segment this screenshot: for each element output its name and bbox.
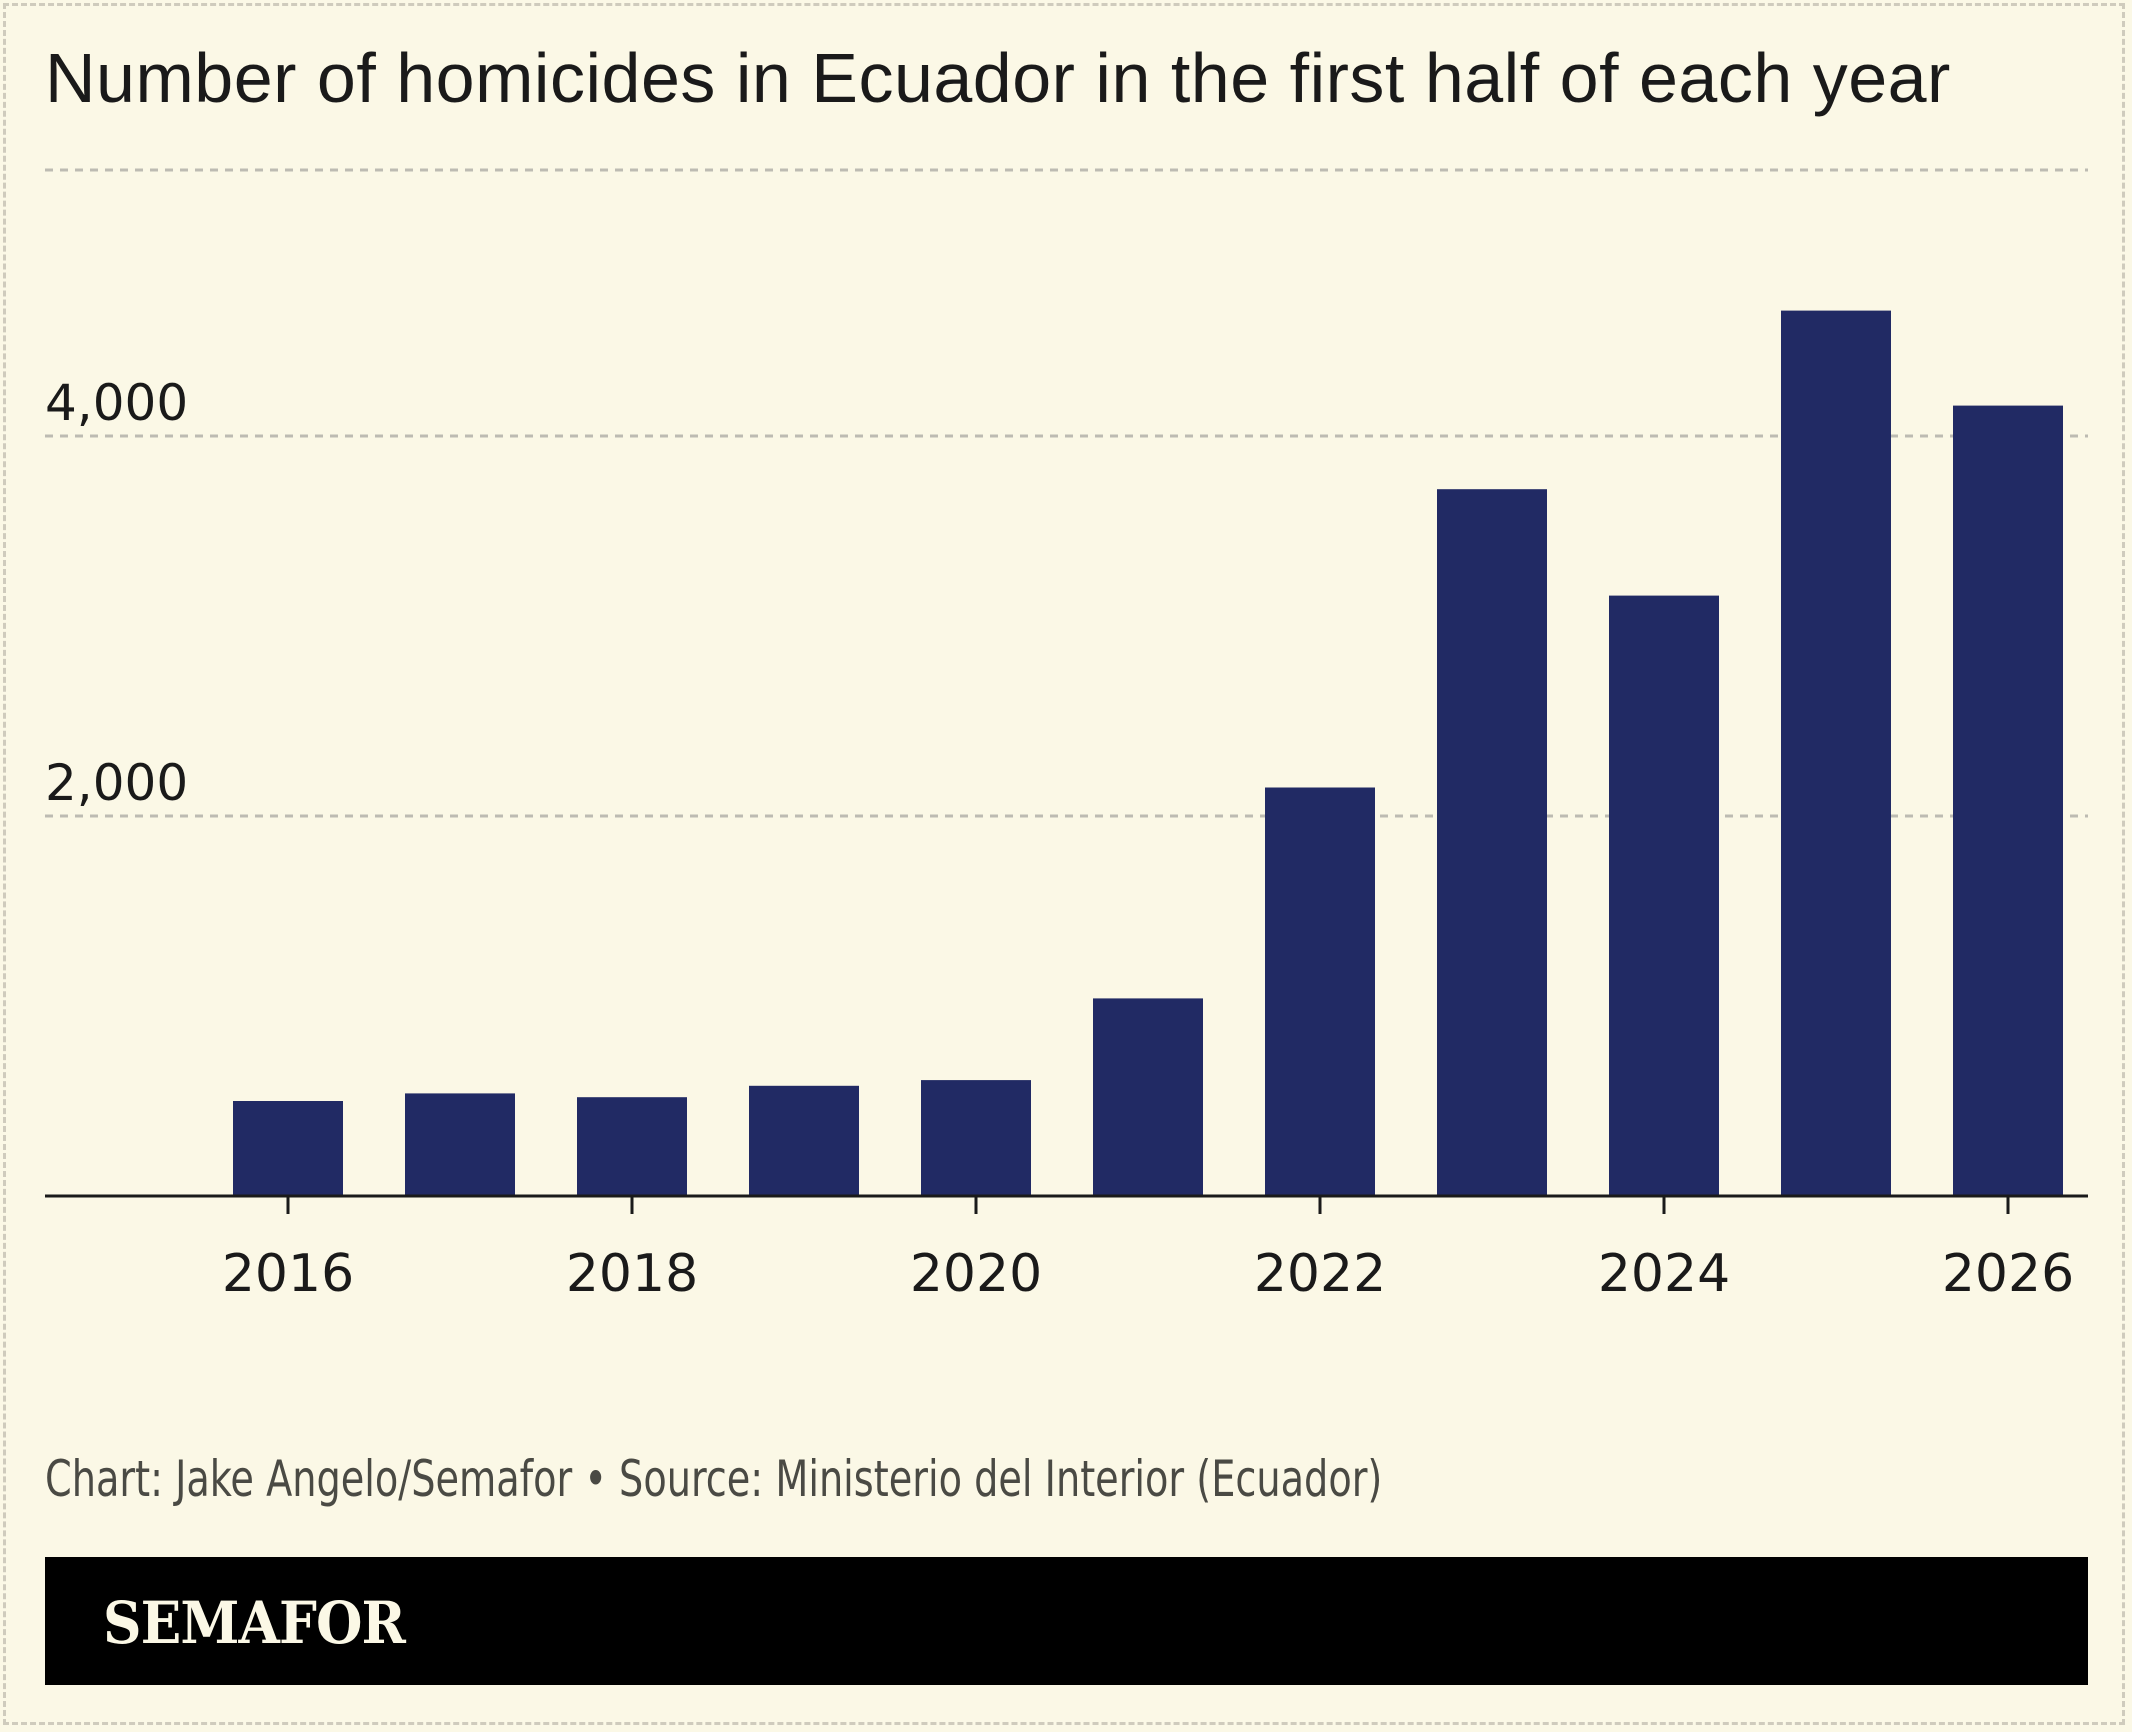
x-tick-label: 2020 — [910, 1244, 1042, 1304]
x-tick-label: 2016 — [222, 1244, 354, 1304]
bar-2023 — [1437, 489, 1547, 1196]
y-tick-label: 2,000 — [45, 754, 188, 812]
bar-2026 — [1953, 405, 2063, 1197]
bar-2016 — [233, 1101, 343, 1196]
y-tick-label: 4,000 — [45, 374, 188, 432]
gridlines — [45, 168, 2088, 818]
brand-bar: SEMAFOR — [45, 1557, 2088, 1685]
axis-labels: 4,000 2,000 2016 2018 2020 2022 2024 2026 — [45, 374, 2074, 1304]
bar-2021 — [1093, 998, 1203, 1196]
x-axis — [45, 1194, 2088, 1214]
chart-title: Number of homicides in Ecuador in the fi… — [45, 39, 1951, 117]
bar-2019 — [749, 1085, 859, 1196]
chart-credit: Chart: Jake Angelo/Semafor • Source: Min… — [45, 1450, 1383, 1508]
x-tick-label: 2026 — [1942, 1244, 2074, 1304]
semafor-logo: SEMAFOR — [103, 1589, 406, 1657]
x-tick-label: 2024 — [1598, 1244, 1730, 1304]
bar-2025 — [1781, 310, 1891, 1197]
bar-chart: 4,000 2,000 2016 2018 2020 2022 2024 2026 — [45, 168, 2088, 1304]
bar-2020 — [921, 1080, 1031, 1196]
chart-frame — [3, 3, 2125, 1725]
bar-2024 — [1609, 595, 1719, 1196]
bars — [233, 310, 2063, 1197]
x-tick-label: 2018 — [566, 1244, 698, 1304]
bar-2017 — [405, 1093, 515, 1196]
bar-2022 — [1265, 787, 1375, 1196]
bar-2018 — [577, 1097, 687, 1196]
x-tick-label: 2022 — [1254, 1244, 1386, 1304]
